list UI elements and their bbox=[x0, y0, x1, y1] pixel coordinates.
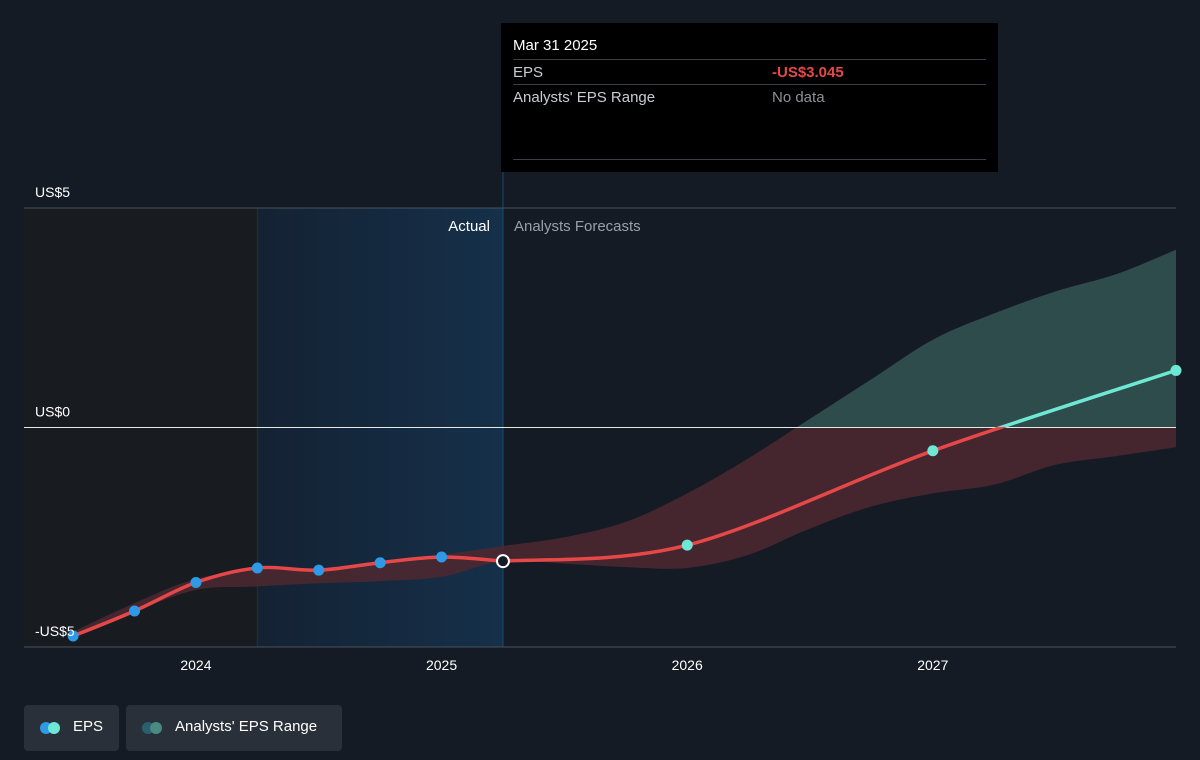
x-tick-label-0: 2024 bbox=[180, 657, 211, 673]
legend-range-label: Analysts' EPS Range bbox=[175, 718, 318, 735]
tooltip: Mar 31 2025 EPS -US$3.045 Analysts' EPS … bbox=[501, 23, 998, 172]
eps-point-forecast-3 bbox=[1170, 364, 1182, 376]
tooltip-row-eps: EPS -US$3.045 bbox=[513, 59, 986, 85]
eps-line-forecast-positive bbox=[996, 368, 1178, 427]
tooltip-date: Mar 31 2025 bbox=[513, 37, 598, 54]
eps-point-actual-1 bbox=[129, 605, 141, 617]
eps-point-actual-5 bbox=[374, 557, 386, 569]
y-tick-label-1: US$0 bbox=[35, 404, 70, 420]
legend-range-dots bbox=[142, 722, 166, 734]
eps-point-forecast-1 bbox=[681, 539, 693, 551]
legend-eps-button[interactable]: EPS bbox=[24, 705, 119, 751]
legend-range-button[interactable]: Analysts' EPS Range bbox=[126, 705, 342, 751]
x-tick-label-1: 2025 bbox=[426, 657, 457, 673]
x-tick-label-2: 2026 bbox=[672, 657, 703, 673]
eps-point-forecast-2 bbox=[927, 445, 939, 457]
y-tick-label-0: US$5 bbox=[35, 184, 70, 200]
eps-point-actual-0 bbox=[67, 630, 79, 642]
range-band-positive bbox=[797, 249, 1176, 427]
legend-range-dot-positive bbox=[150, 722, 162, 734]
eps-point-actual-3 bbox=[251, 562, 263, 574]
tooltip-divider bbox=[513, 159, 986, 160]
eps-point-actual-6 bbox=[436, 551, 448, 563]
x-tick-label-3: 2027 bbox=[917, 657, 948, 673]
tooltip-eps-label: EPS bbox=[513, 64, 544, 81]
region-label-forecast: Analysts Forecasts bbox=[514, 218, 641, 235]
range-band-negative bbox=[73, 427, 1176, 639]
tooltip-range-value: No data bbox=[772, 89, 825, 106]
legend-eps-label: EPS bbox=[73, 718, 104, 735]
region-label-actual: Actual bbox=[448, 218, 490, 235]
eps-point-actual-4 bbox=[313, 564, 325, 576]
legend-eps-dots bbox=[40, 722, 64, 734]
legend-eps-dot-forecast bbox=[48, 722, 60, 734]
tooltip-range-label: Analysts' EPS Range bbox=[513, 89, 656, 106]
eps-point-actual-2 bbox=[190, 576, 202, 588]
y-tick-label-2: -US$5 bbox=[35, 623, 75, 639]
eps-line-forecast-negative bbox=[501, 427, 1008, 563]
tooltip-row-range: Analysts' EPS Range No data bbox=[513, 84, 986, 110]
highlight-point bbox=[495, 554, 510, 569]
tooltip-eps-value: -US$3.045 bbox=[772, 64, 844, 81]
